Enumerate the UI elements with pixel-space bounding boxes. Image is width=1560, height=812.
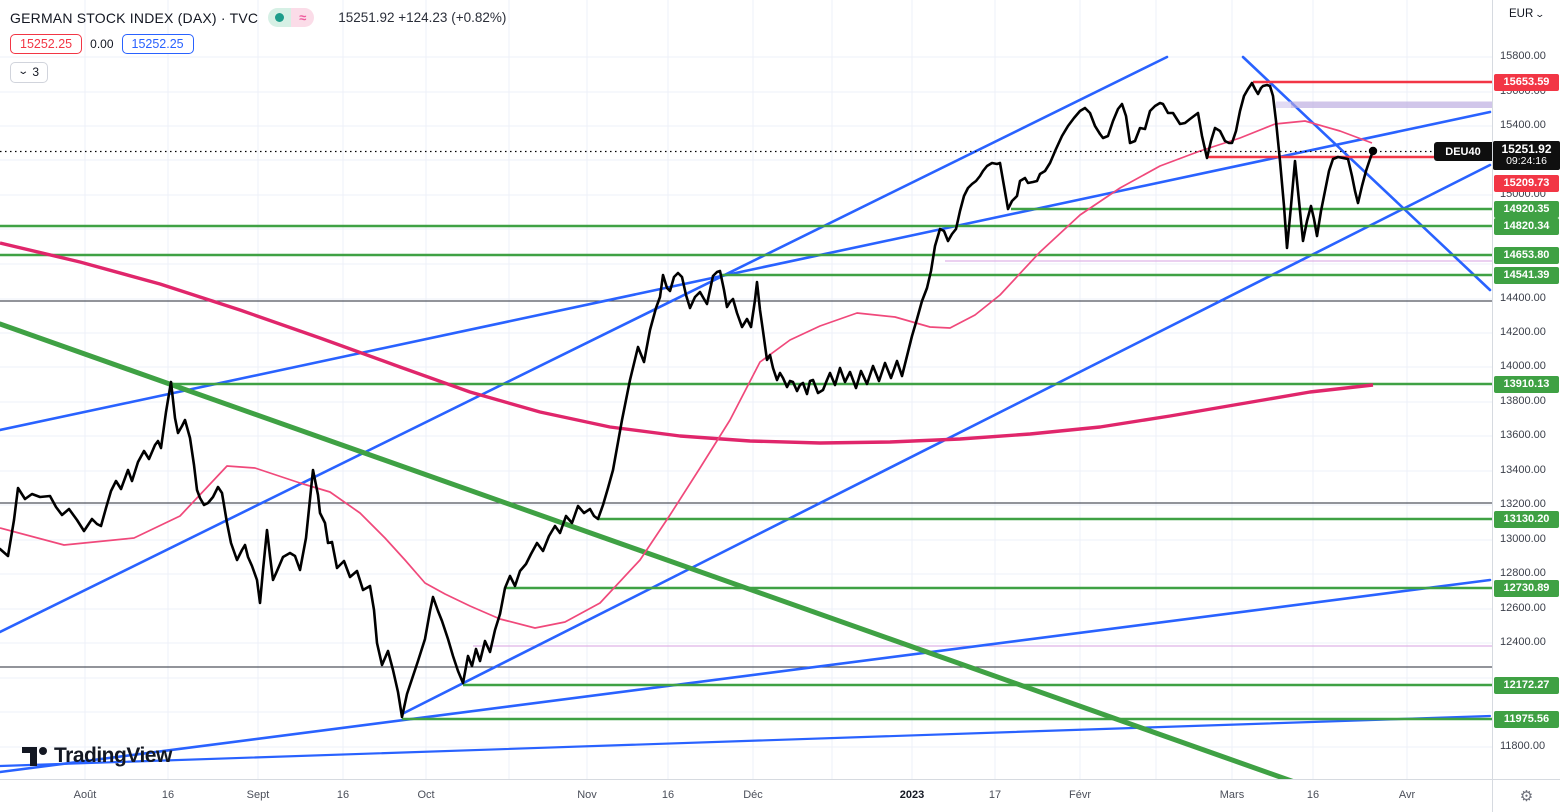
countdown-timer: 09:24:16: [1506, 155, 1547, 167]
symbol-title[interactable]: GERMAN STOCK INDEX (DAX) · TVC: [10, 9, 259, 26]
last-value: 15251.92: [338, 10, 395, 25]
blue-trendline: [0, 110, 1492, 432]
time-tick: Août: [73, 789, 97, 801]
time-tick: Sept: [246, 789, 270, 801]
chart-pane[interactable]: [0, 0, 1492, 779]
green-price-badge: 14920.35: [1494, 200, 1559, 218]
legend-values: 15251.92 +124.23 (+0.82%): [338, 10, 506, 25]
green-price-badge: 14541.39: [1494, 266, 1559, 284]
red-price-badge: 15209.73: [1494, 174, 1559, 192]
price-line: [0, 81, 1375, 719]
gear-icon[interactable]: ⚙: [1519, 787, 1534, 805]
time-tick: Févr: [1069, 789, 1091, 801]
current-price-black-badge: 15251.92 09:24:16: [1493, 141, 1560, 170]
symbol-price-flag: DEU40: [1434, 142, 1492, 161]
indicator-count: 3: [32, 64, 40, 79]
tradingview-watermark[interactable]: TradingView: [22, 744, 172, 768]
green-price-badge: 11975.56: [1494, 710, 1559, 728]
green-price-badge: 12730.89: [1494, 579, 1559, 597]
price-tick: 13000.00: [1500, 533, 1546, 545]
indicator-collapse-button[interactable]: ⌄ 3: [10, 61, 49, 83]
time-tick: Déc: [743, 789, 763, 801]
green-price-badge: 14820.34: [1494, 217, 1559, 235]
price-tick: 11800.00: [1500, 740, 1546, 752]
blue-trendline: [0, 714, 1492, 768]
price-tick: 14200.00: [1500, 326, 1546, 338]
ask-price-button[interactable]: 15252.25: [121, 34, 194, 54]
price-tick: 13200.00: [1500, 498, 1546, 510]
price-tick: 12800.00: [1500, 567, 1546, 579]
watermark-label: TradingView: [54, 744, 172, 767]
purple-zone-tip: [1276, 101, 1291, 108]
time-tick: Nov: [577, 789, 597, 801]
currency-dropdown[interactable]: EUR ⌄: [1508, 8, 1546, 20]
green-dot-indicator-icon[interactable]: [268, 8, 292, 27]
green-price-badge: 13910.13: [1494, 375, 1559, 393]
price-tick: 13600.00: [1500, 429, 1546, 441]
green-price-badge: 12172.27: [1494, 676, 1559, 694]
axis-settings-corner: ⚙: [1492, 779, 1560, 812]
price-tick: 13800.00: [1500, 395, 1546, 407]
last-price-dot: [1368, 146, 1378, 156]
purple-zone-band: [1291, 101, 1492, 108]
price-tick: 12600.00: [1500, 602, 1546, 614]
price-tick: 14000.00: [1500, 360, 1546, 372]
time-tick: 17: [988, 789, 1002, 801]
red-price-badge: 15653.59: [1494, 73, 1559, 91]
time-tick: Mars: [1219, 789, 1245, 801]
price-tick: 14400.00: [1500, 292, 1546, 304]
price-tick: 13400.00: [1500, 464, 1546, 476]
time-axis[interactable]: Août 16 Sept 16 Oct Nov 16 Déc 2023 17 Févr Mars 16 A…: [0, 779, 1492, 812]
time-tick: 2023: [899, 789, 925, 801]
current-price-badge: 15251.92: [1501, 142, 1552, 156]
time-tick: 16: [336, 789, 350, 801]
price-chart[interactable]: [0, 0, 1492, 779]
price-tick: 15400.00: [1500, 119, 1546, 131]
bid-price-button[interactable]: 15252.25: [10, 34, 83, 54]
time-tick: 16: [661, 789, 675, 801]
time-tick: Oct: [417, 789, 435, 801]
chevron-down-icon: ⌄: [1534, 9, 1546, 19]
price-axis[interactable]: EUR ⌄ 15800.00 15600.00 15400.00 15000.00 14…: [1492, 0, 1560, 779]
pink-wave-indicator-icon[interactable]: ≈: [291, 8, 315, 27]
change-value: +124.23: [398, 10, 448, 25]
time-tick: Avr: [1398, 789, 1416, 801]
indicator-toggle-pill[interactable]: ≈: [268, 8, 315, 27]
change-percent: (+0.82%): [451, 10, 507, 25]
ma-fast-line: [0, 120, 1373, 629]
green-price-badge: 14653.80: [1494, 246, 1559, 264]
price-tick: 15800.00: [1500, 50, 1546, 62]
blue-trendline: [0, 55, 1169, 634]
blue-trendline: [0, 578, 1492, 774]
spread-value: 0.00: [90, 37, 114, 51]
time-tick: 16: [1306, 789, 1320, 801]
time-tick: 16: [161, 789, 175, 801]
price-tick: 12400.00: [1500, 636, 1546, 648]
tradingview-logo-icon: [22, 746, 48, 767]
green-trendline: [0, 321, 1294, 779]
chevron-down-icon: ⌄: [17, 66, 30, 77]
chart-legend: GERMAN STOCK INDEX (DAX) · TVC ≈ 15251.9…: [10, 8, 506, 83]
ma-slow-line: [0, 241, 1374, 445]
green-price-badge: 13130.20: [1494, 510, 1559, 528]
